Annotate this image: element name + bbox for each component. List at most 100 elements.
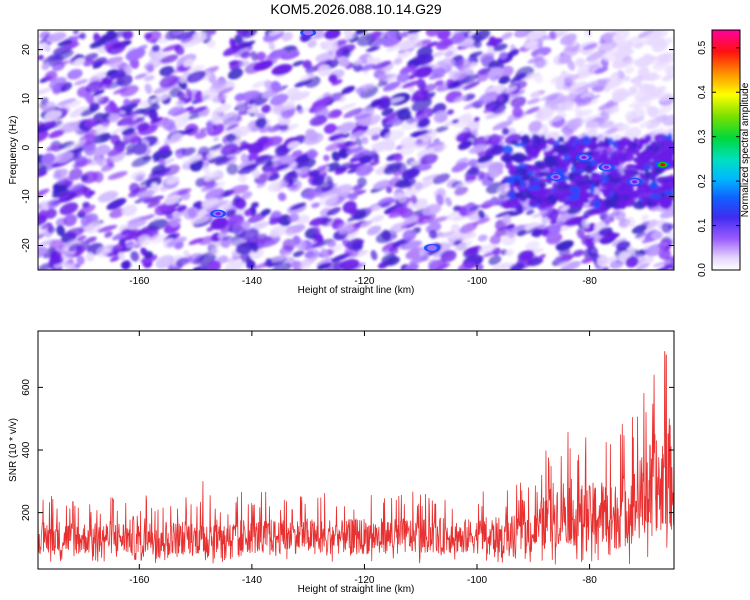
heatmap-cell xyxy=(338,57,350,67)
snr-line xyxy=(38,351,674,565)
snr-y-ticks: 200 400 600 xyxy=(21,379,674,521)
heatmap-cell xyxy=(357,177,367,187)
heatmap-cell xyxy=(213,136,220,142)
heatmap-cell xyxy=(378,73,392,81)
heatmap-cell xyxy=(495,210,514,218)
heatmap-cell xyxy=(587,245,599,258)
heatmap-cell xyxy=(320,247,329,259)
heatmap-cell xyxy=(385,113,397,120)
heatmap-cell xyxy=(139,98,155,107)
heatmap-cell xyxy=(651,230,663,240)
heatmap-cell xyxy=(370,250,378,261)
heatmap-cell xyxy=(548,159,555,166)
heatmap-cell xyxy=(556,221,565,228)
snr-y-tick-label: 600 xyxy=(21,379,32,396)
heatmap-x-axis-label: Height of straight line (km) xyxy=(298,285,415,296)
heatmap-cell xyxy=(642,73,658,81)
heatmap-cell xyxy=(101,247,111,253)
heatmap-cell xyxy=(468,230,477,239)
heatmap-cell xyxy=(200,89,217,101)
heatmap-cell xyxy=(205,187,225,201)
heatmap-cell xyxy=(451,119,459,124)
heatmap-cell xyxy=(106,198,127,210)
heatmap-cell xyxy=(209,200,228,210)
heatmap-cell xyxy=(356,87,365,96)
heatmap-cell xyxy=(359,63,376,72)
heatmap-cell xyxy=(416,212,425,223)
heatmap-cell xyxy=(505,199,521,209)
heatmap-cell xyxy=(100,117,111,128)
heatmap-cell xyxy=(76,235,87,242)
heatmap-cell xyxy=(84,145,97,156)
heatmap-cell xyxy=(560,261,582,270)
heatmap-cell xyxy=(250,202,259,209)
heatmap-cell xyxy=(453,95,467,103)
snr-x-tick-label: -140 xyxy=(242,575,262,586)
heatmap-hotspot-peak xyxy=(215,212,221,216)
heatmap-cell xyxy=(505,249,514,257)
heatmap-cell xyxy=(69,106,90,118)
heatmap-cell xyxy=(603,136,609,146)
heatmap-cell xyxy=(149,116,163,124)
heatmap-cell xyxy=(623,168,636,174)
heatmap-cell xyxy=(349,130,365,140)
heatmap-cell xyxy=(215,103,232,114)
heatmap-cell xyxy=(556,240,574,251)
heatmap-cell xyxy=(650,193,662,199)
heatmap-cell xyxy=(582,43,598,51)
heatmap-y-tick-label: 0 xyxy=(21,144,32,150)
heatmap-cell xyxy=(323,154,330,162)
heatmap-cell xyxy=(253,60,274,71)
heatmap-cell xyxy=(403,263,419,270)
heatmap-cell xyxy=(364,127,382,136)
heatmap-hotspot-peak xyxy=(632,180,638,184)
heatmap-cell xyxy=(339,102,357,111)
heatmap-cell xyxy=(388,246,399,256)
heatmap-cell xyxy=(144,83,153,95)
heatmap-cell xyxy=(453,30,466,35)
heatmap-cell xyxy=(133,108,146,115)
heatmap-cell xyxy=(440,250,457,263)
heatmap-cell xyxy=(514,178,521,186)
heatmap-cell xyxy=(604,78,624,90)
heatmap-cell xyxy=(38,162,46,170)
heatmap-cell xyxy=(62,176,74,187)
heatmap-cell xyxy=(469,204,482,212)
heatmap-cell xyxy=(281,109,295,119)
heatmap-cell xyxy=(625,216,636,228)
heatmap-cell xyxy=(222,235,232,241)
heatmap-cell xyxy=(65,140,86,150)
heatmap-cell xyxy=(431,140,440,145)
heatmap-cell xyxy=(323,123,337,134)
snr-x-tick-label: -120 xyxy=(354,575,374,586)
heatmap-cell xyxy=(625,164,636,169)
heatmap-cell xyxy=(513,72,527,81)
heatmap-cell xyxy=(605,127,618,135)
colorbar-ticks: 0.0 0.1 0.2 0.3 0.4 0.5 xyxy=(697,40,740,277)
heatmap-cell xyxy=(72,30,79,35)
heatmap-cell xyxy=(528,198,538,207)
heatmap-cell xyxy=(307,40,317,48)
heatmap-cell xyxy=(425,30,442,37)
heatmap-cell xyxy=(244,209,252,217)
heatmap-cell xyxy=(504,133,522,145)
heatmap-cell xyxy=(197,252,216,265)
heatmap-cell xyxy=(634,231,646,239)
heatmap-cell xyxy=(53,168,68,180)
colorbar-tick-label: 0.3 xyxy=(697,129,708,143)
heatmap-cell xyxy=(343,107,363,119)
heatmap-cell xyxy=(335,162,355,172)
heatmap-cell xyxy=(464,246,483,256)
heatmap-cell xyxy=(516,167,528,176)
heatmap-cell xyxy=(273,103,285,116)
heatmap-cell xyxy=(433,144,445,153)
heatmap-cell xyxy=(634,89,654,103)
heatmap-cell xyxy=(582,199,590,204)
heatmap-cell xyxy=(286,87,301,100)
heatmap-cell xyxy=(503,155,512,163)
heatmap-cell xyxy=(221,111,239,124)
heatmap-cell xyxy=(381,253,397,265)
heatmap-cell xyxy=(581,218,590,229)
heatmap-cell xyxy=(187,207,197,219)
